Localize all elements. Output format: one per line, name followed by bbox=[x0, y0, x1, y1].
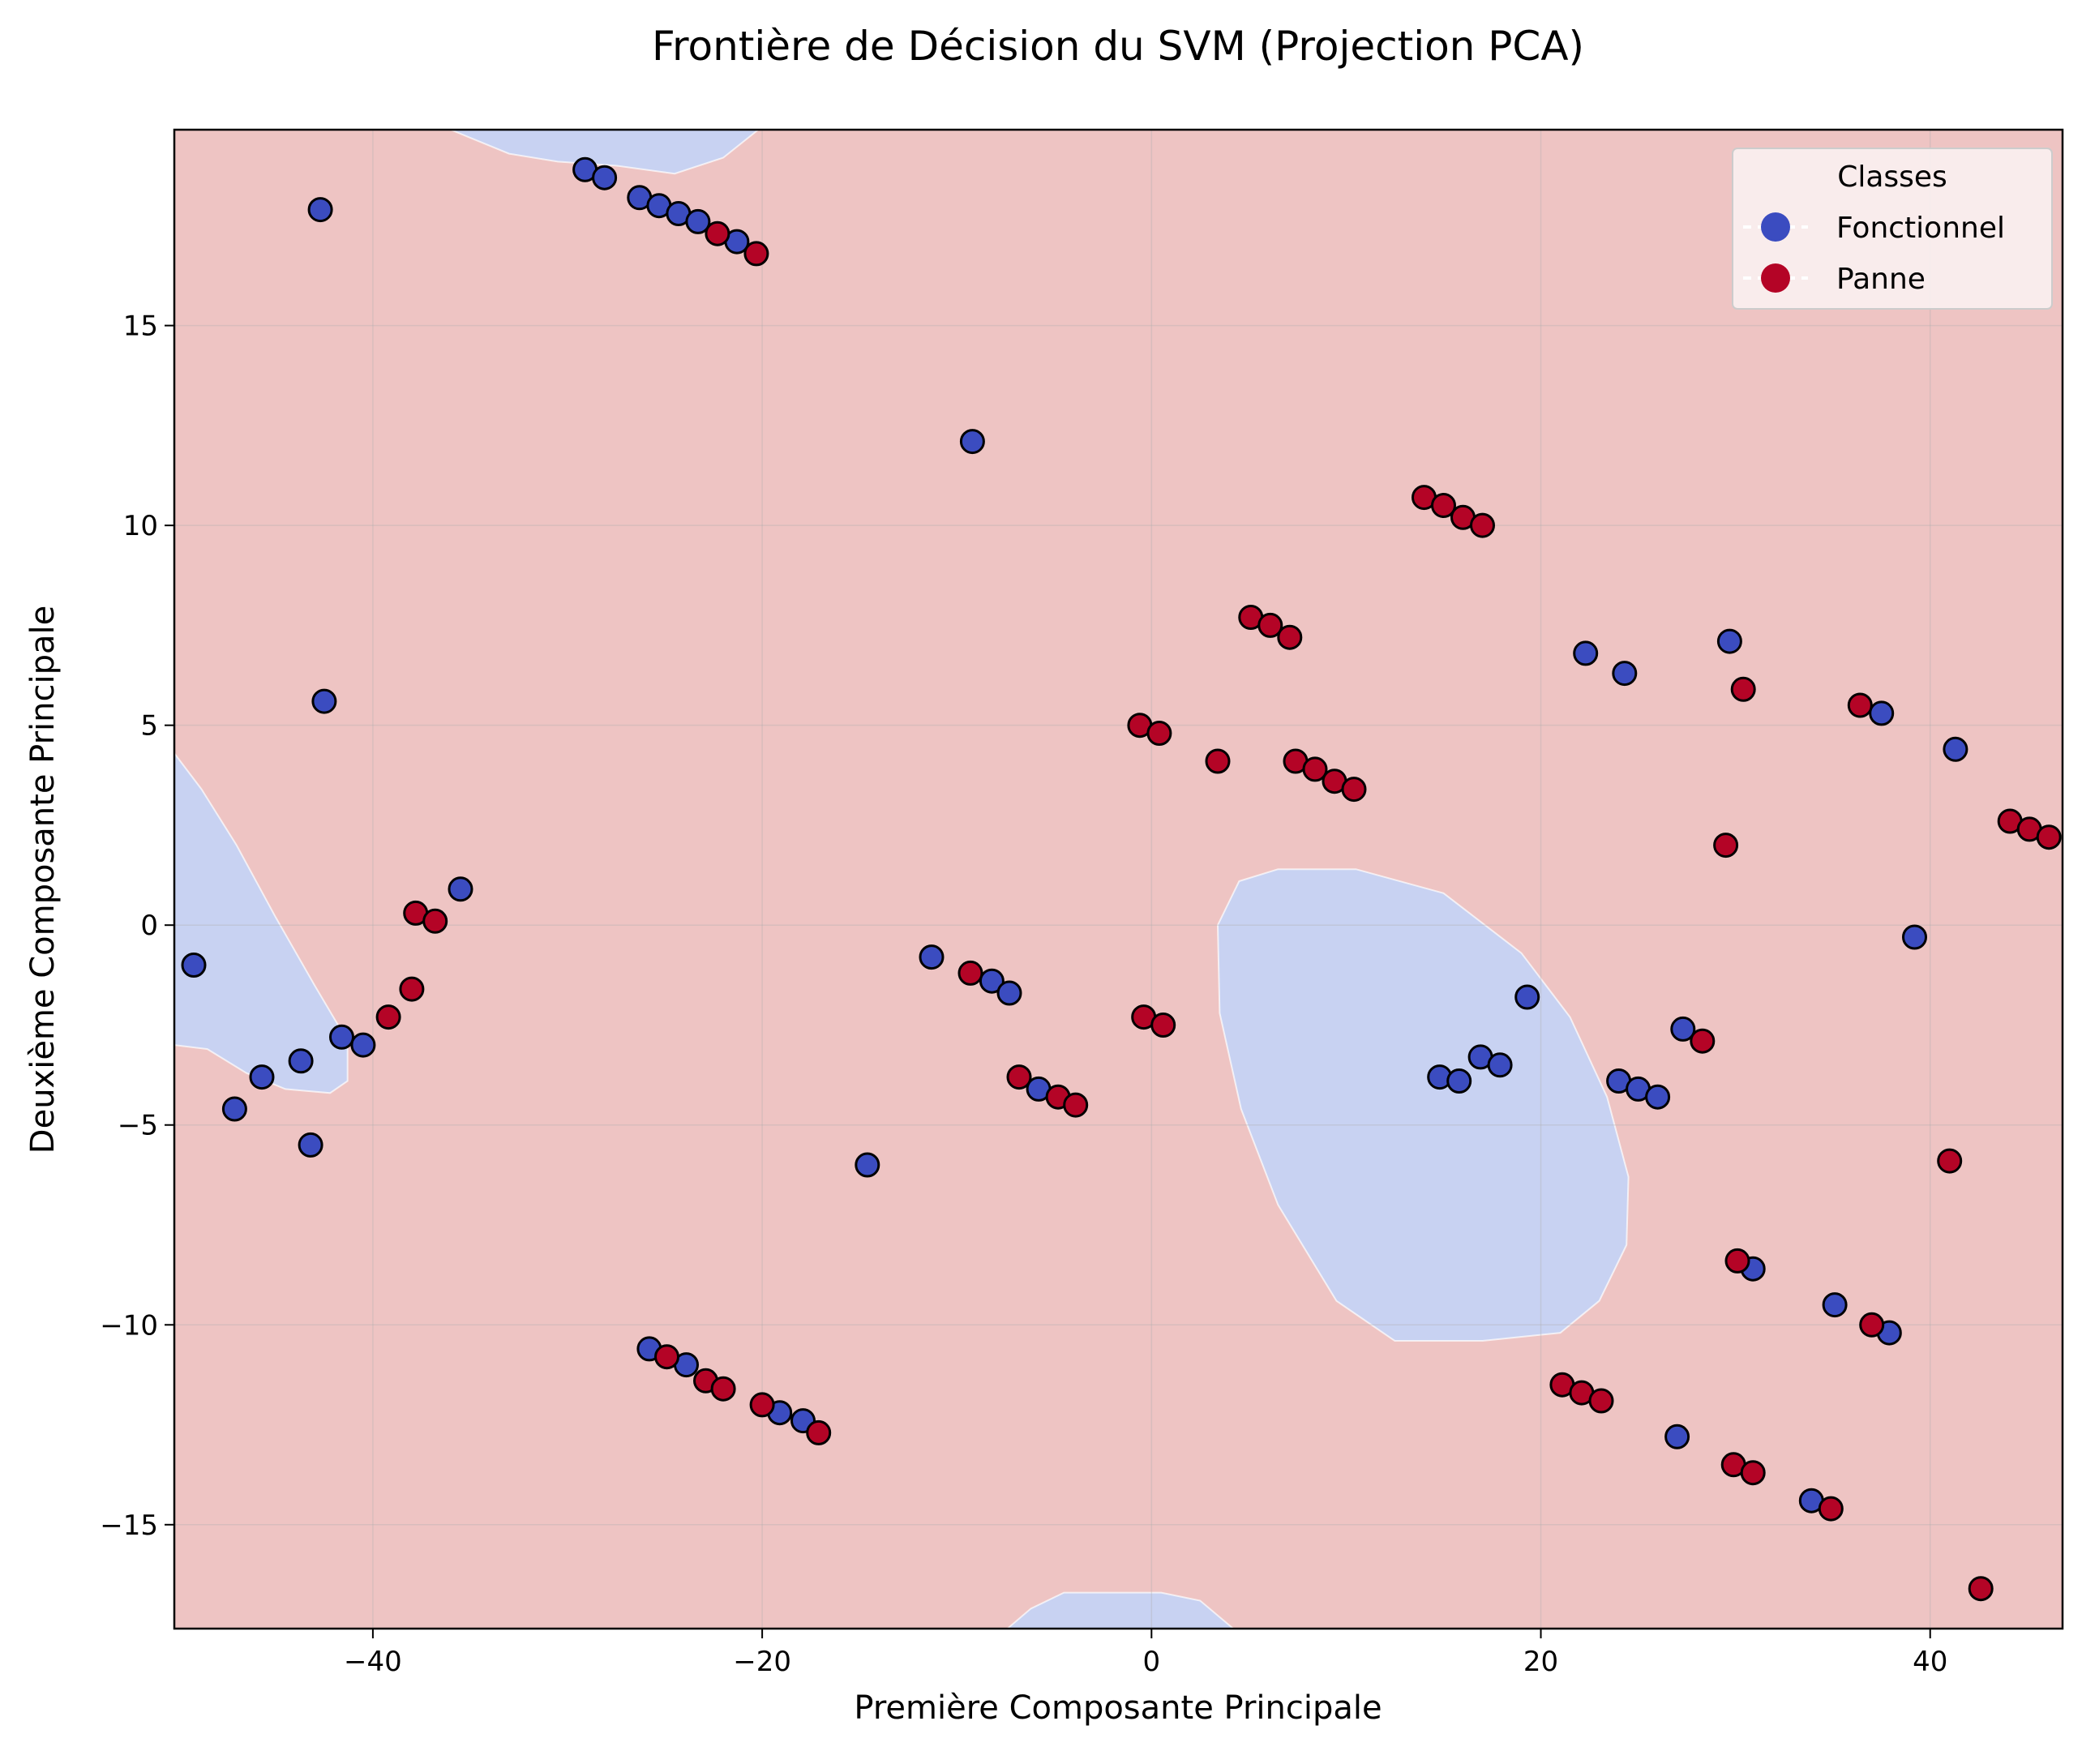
point-panne bbox=[654, 1344, 679, 1370]
point-panne bbox=[375, 1004, 401, 1030]
point-fonctionnel bbox=[1664, 1424, 1690, 1449]
point-panne bbox=[1847, 692, 1873, 718]
point-panne bbox=[1146, 721, 1172, 746]
point-fonctionnel bbox=[448, 876, 473, 902]
point-panne bbox=[1431, 493, 1456, 518]
y-tick-label: −10 bbox=[100, 1309, 158, 1342]
legend-box bbox=[1732, 148, 2053, 310]
point-fonctionnel bbox=[221, 1096, 247, 1122]
chart-title: Frontière de Décision du SVM (Projection… bbox=[652, 23, 1584, 70]
legend-label-fonctionnel: Fonctionnel bbox=[1836, 212, 2005, 245]
y-tick-label: 5 bbox=[140, 710, 158, 743]
point-fonctionnel bbox=[1446, 1068, 1472, 1094]
point-panne bbox=[1205, 748, 1231, 774]
point-panne bbox=[1818, 1496, 1844, 1522]
point-fonctionnel bbox=[1716, 628, 1742, 654]
y-tick-label: 0 bbox=[140, 910, 158, 942]
y-axis-ticks: −15 −10 −5 0 5 10 15 bbox=[100, 310, 174, 1542]
x-tick-label: 0 bbox=[1142, 1646, 1160, 1678]
point-panne bbox=[1968, 1576, 1994, 1602]
x-tick-label: 40 bbox=[1913, 1646, 1947, 1678]
point-fonctionnel bbox=[1487, 1052, 1513, 1078]
point-fonctionnel bbox=[959, 429, 985, 455]
point-panne bbox=[1150, 1013, 1176, 1038]
decision-region-4 bbox=[1006, 1591, 1235, 1629]
point-fonctionnel bbox=[307, 197, 333, 223]
y-axis-label: Deuxième Composante Principale bbox=[24, 606, 62, 1154]
x-tick-label: −20 bbox=[733, 1646, 791, 1678]
point-panne bbox=[1063, 1092, 1089, 1118]
grid-lines bbox=[174, 130, 2063, 1629]
plot-frame bbox=[173, 128, 2064, 1630]
point-panne bbox=[1713, 833, 1739, 858]
y-tick-label: 10 bbox=[123, 510, 158, 542]
point-fonctionnel bbox=[979, 968, 1005, 994]
data-points bbox=[181, 156, 2062, 1602]
point-panne bbox=[399, 976, 425, 1002]
point-panne bbox=[1470, 512, 1495, 538]
point-fonctionnel bbox=[592, 165, 618, 191]
legend-title: Classes bbox=[1837, 161, 1947, 194]
x-axis-ticks: −40 −20 0 20 40 bbox=[344, 1629, 1947, 1678]
point-fonctionnel bbox=[685, 208, 711, 234]
point-panne bbox=[743, 241, 769, 267]
point-fonctionnel bbox=[1645, 1084, 1671, 1110]
legend: Classes Fonctionnel Panne bbox=[1732, 148, 2053, 310]
point-fonctionnel bbox=[1670, 1016, 1696, 1042]
legend-marker-panne bbox=[1761, 263, 1790, 293]
point-fonctionnel bbox=[919, 944, 945, 970]
plot-area bbox=[174, 130, 2063, 1629]
point-panne bbox=[1859, 1312, 1885, 1338]
legend-marker-fonctionnel bbox=[1761, 212, 1790, 242]
point-fonctionnel bbox=[288, 1048, 314, 1074]
point-fonctionnel bbox=[1902, 924, 1927, 950]
point-panne bbox=[1341, 777, 1367, 803]
point-fonctionnel bbox=[1514, 984, 1540, 1010]
point-panne bbox=[1302, 756, 1328, 782]
point-fonctionnel bbox=[855, 1152, 880, 1178]
point-fonctionnel bbox=[249, 1064, 275, 1090]
y-tick-label: 15 bbox=[123, 310, 158, 343]
point-panne bbox=[749, 1392, 775, 1418]
point-fonctionnel bbox=[298, 1132, 323, 1158]
point-panne bbox=[1690, 1028, 1716, 1054]
point-panne bbox=[1277, 624, 1303, 650]
point-panne bbox=[957, 960, 983, 986]
point-panne bbox=[1588, 1388, 1614, 1414]
point-fonctionnel bbox=[1869, 700, 1895, 726]
x-tick-label: −40 bbox=[344, 1646, 402, 1678]
point-panne bbox=[2036, 824, 2062, 850]
y-tick-label: −15 bbox=[100, 1509, 158, 1542]
point-panne bbox=[1724, 1248, 1750, 1274]
point-panne bbox=[1257, 612, 1283, 638]
decision-region-2 bbox=[450, 130, 760, 175]
point-fonctionnel bbox=[996, 980, 1022, 1006]
point-fonctionnel bbox=[1943, 736, 1968, 762]
point-fonctionnel bbox=[350, 1032, 376, 1058]
point-fonctionnel bbox=[1573, 640, 1599, 666]
y-tick-label: −5 bbox=[118, 1110, 158, 1142]
point-fonctionnel bbox=[181, 953, 207, 978]
point-panne bbox=[422, 908, 448, 934]
point-fonctionnel bbox=[311, 688, 337, 714]
point-fonctionnel bbox=[1612, 661, 1638, 687]
legend-label-panne: Panne bbox=[1836, 263, 1926, 296]
point-panne bbox=[806, 1419, 832, 1445]
point-panne bbox=[1730, 676, 1756, 702]
point-panne bbox=[1006, 1064, 1032, 1090]
decision-region-1 bbox=[174, 751, 349, 1094]
point-panne bbox=[1740, 1460, 1766, 1486]
point-fonctionnel bbox=[329, 1024, 354, 1050]
decision-region-panne bbox=[174, 130, 2063, 1629]
point-panne bbox=[705, 220, 730, 246]
point-panne bbox=[1937, 1148, 1963, 1174]
point-fonctionnel bbox=[1822, 1292, 1848, 1318]
x-axis-label: Première Composante Principale bbox=[854, 1689, 1382, 1727]
point-panne bbox=[710, 1376, 736, 1402]
x-tick-label: 20 bbox=[1523, 1646, 1558, 1678]
